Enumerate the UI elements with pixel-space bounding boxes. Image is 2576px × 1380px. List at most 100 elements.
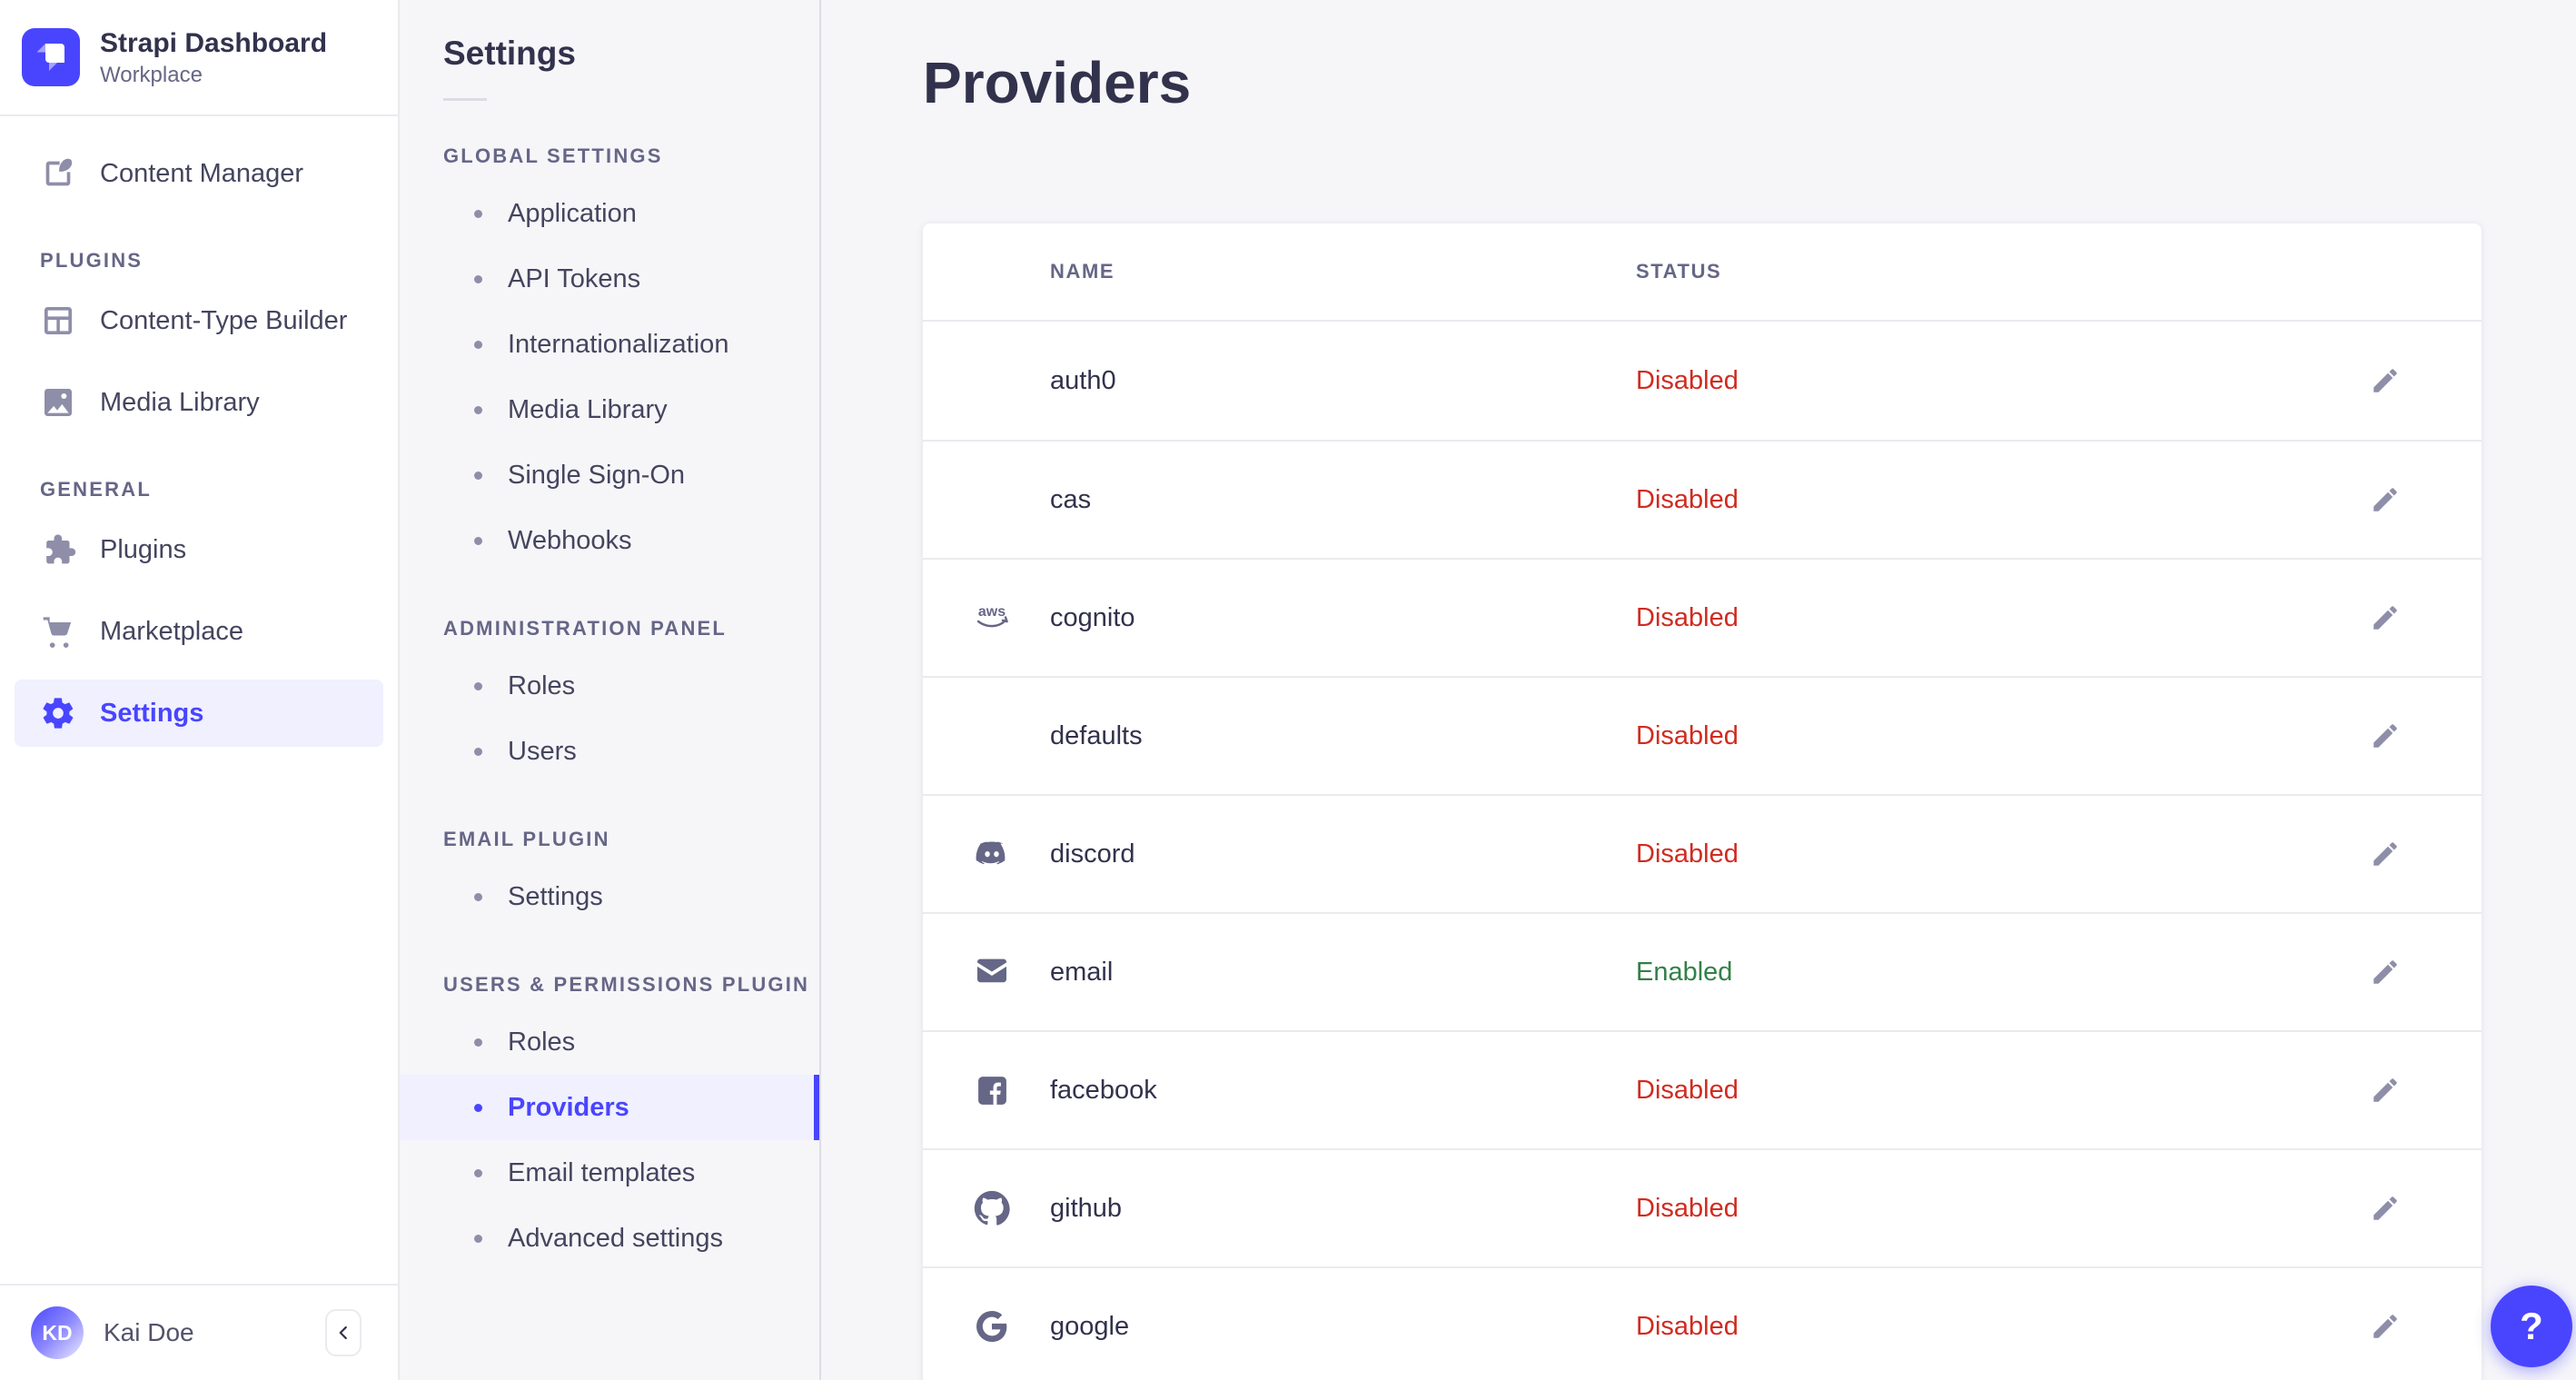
help-button[interactable]: ? <box>2491 1286 2572 1367</box>
app-title: Strapi Dashboard <box>100 27 328 58</box>
status-badge: Disabled <box>1636 365 1739 395</box>
table-row[interactable]: aws cognito Disabled <box>923 558 2482 676</box>
subnav-item-label: Settings <box>508 881 603 911</box>
subnav-item-providers[interactable]: Providers <box>400 1075 819 1140</box>
edit-provider-button[interactable] <box>2360 1301 2411 1352</box>
status-badge: Disabled <box>1636 1075 1739 1105</box>
subnav-item-application[interactable]: Application <box>400 181 819 246</box>
subnav-item-media-library[interactable]: Media Library <box>400 377 819 442</box>
table-row[interactable]: discord Disabled <box>923 794 2482 912</box>
nav-section-general: GENERAL <box>40 478 152 501</box>
edit-provider-button[interactable] <box>2360 1065 2411 1116</box>
subnav-title: Settings <box>443 35 576 72</box>
pencil-icon <box>2373 724 2397 748</box>
edit-provider-button[interactable] <box>2360 474 2411 525</box>
bullet-icon <box>474 1037 482 1047</box>
subnav-item-label: API Tokens <box>508 263 641 293</box>
pencil-icon <box>2373 606 2397 630</box>
subnav-item-label: Application <box>508 198 637 228</box>
table-row[interactable]: github Disabled <box>923 1148 2482 1266</box>
subnav-item-advanced-settings[interactable]: Advanced settings <box>400 1206 819 1271</box>
status-badge: Disabled <box>1636 1193 1739 1223</box>
settings-subnav: Settings GLOBAL SETTINGS Application API… <box>400 0 821 1380</box>
main-sidebar: Strapi Dashboard Workplace Content Manag… <box>0 0 400 1380</box>
bullet-icon <box>474 1234 482 1243</box>
pencil-icon <box>2373 1196 2397 1220</box>
email-icon <box>965 958 1019 987</box>
pencil-icon <box>2373 369 2397 392</box>
edit-provider-button[interactable] <box>2360 947 2411 998</box>
media-library-icon <box>45 389 72 416</box>
pencil-icon <box>2373 842 2397 866</box>
edit-provider-button[interactable] <box>2360 710 2411 761</box>
sidebar-item-marketplace[interactable]: Marketplace <box>15 598 383 665</box>
sidebar-item-label: Content Manager <box>100 158 304 188</box>
edit-provider-button[interactable] <box>2360 592 2411 643</box>
collapse-sidebar-button[interactable] <box>325 1309 362 1356</box>
table-row[interactable]: cas Disabled <box>923 440 2482 558</box>
status-badge: Disabled <box>1636 484 1739 514</box>
subnav-item-admin-users[interactable]: Users <box>400 719 819 784</box>
bullet-icon <box>474 340 482 349</box>
table-row[interactable]: google Disabled <box>923 1266 2482 1380</box>
subnav-item-admin-roles[interactable]: Roles <box>400 653 819 719</box>
user-name: Kai Doe <box>104 1318 194 1346</box>
sidebar-item-settings[interactable]: Settings <box>15 680 383 747</box>
discord-icon <box>965 838 1019 870</box>
provider-name: discord <box>1050 839 1135 869</box>
subnav-section-users-permissions-plugin: USERS & PERMISSIONS PLUGIN <box>443 973 810 996</box>
bullet-icon <box>474 471 482 480</box>
subnav-item-email-settings[interactable]: Settings <box>400 864 819 929</box>
content-manager-icon <box>45 158 73 186</box>
edit-provider-button[interactable] <box>2360 355 2411 406</box>
subnav-item-internationalization[interactable]: Internationalization <box>400 312 819 377</box>
main-nav-items: Content Manager PLUGINS Content-Type Bui… <box>0 116 398 1284</box>
sidebar-item-label: Media Library <box>100 387 260 417</box>
gear-icon <box>43 698 74 729</box>
provider-name: cas <box>1050 484 1092 514</box>
subnav-item-label: Email templates <box>508 1157 696 1187</box>
sidebar-item-content-type-builder[interactable]: Content-Type Builder <box>15 287 383 354</box>
bullet-icon <box>474 1168 482 1177</box>
bullet-icon <box>474 536 482 545</box>
edit-provider-button[interactable] <box>2360 1183 2411 1234</box>
subnav-item-label: Internationalization <box>508 329 729 359</box>
subnav-item-single-sign-on[interactable]: Single Sign-On <box>400 442 819 508</box>
subnav-item-label: Roles <box>508 670 576 700</box>
github-icon <box>965 1190 1019 1226</box>
table-row[interactable]: facebook Disabled <box>923 1030 2482 1148</box>
table-row[interactable]: defaults Disabled <box>923 676 2482 794</box>
provider-name: defaults <box>1050 720 1143 750</box>
facebook-icon <box>965 1074 1019 1107</box>
pencil-icon <box>2373 1078 2397 1102</box>
sidebar-item-media-library[interactable]: Media Library <box>15 369 383 436</box>
subnav-item-webhooks[interactable]: Webhooks <box>400 508 819 573</box>
cart-icon <box>43 617 72 648</box>
subnav-section-administration-panel: ADMINISTRATION PANEL <box>443 617 728 640</box>
subnav-item-label: Single Sign-On <box>508 460 686 490</box>
user-menu[interactable]: KD Kai Doe <box>0 1284 398 1380</box>
subnav-item-email-templates[interactable]: Email templates <box>400 1140 819 1206</box>
providers-table: NAME STATUS auth0 Disabled cas Disabled <box>923 223 2482 1380</box>
sidebar-item-content-manager[interactable]: Content Manager <box>15 140 383 207</box>
aws-icon: aws <box>965 601 1019 635</box>
table-row[interactable]: email Enabled <box>923 912 2482 1030</box>
subnav-section-email-plugin: EMAIL PLUGIN <box>443 828 610 850</box>
edit-provider-button[interactable] <box>2360 829 2411 879</box>
main-content: Providers NAME STATUS auth0 Disabled cas <box>821 0 2576 1380</box>
bullet-icon <box>474 1103 482 1112</box>
table-row[interactable]: auth0 Disabled <box>923 322 2482 440</box>
subnav-item-up-roles[interactable]: Roles <box>400 1009 819 1075</box>
sidebar-item-plugins[interactable]: Plugins <box>15 516 383 583</box>
provider-name: facebook <box>1050 1075 1157 1105</box>
bullet-icon <box>474 681 482 690</box>
status-badge: Disabled <box>1636 720 1739 750</box>
subnav-item-label: Webhooks <box>508 525 632 555</box>
avatar: KD <box>31 1306 84 1359</box>
sidebar-item-label: Settings <box>100 698 204 728</box>
sidebar-item-label: Marketplace <box>100 616 243 646</box>
subnav-section-global-settings: GLOBAL SETTINGS <box>443 144 663 167</box>
column-header-name: NAME <box>1050 260 1115 283</box>
bullet-icon <box>474 209 482 218</box>
subnav-item-api-tokens[interactable]: API Tokens <box>400 246 819 312</box>
